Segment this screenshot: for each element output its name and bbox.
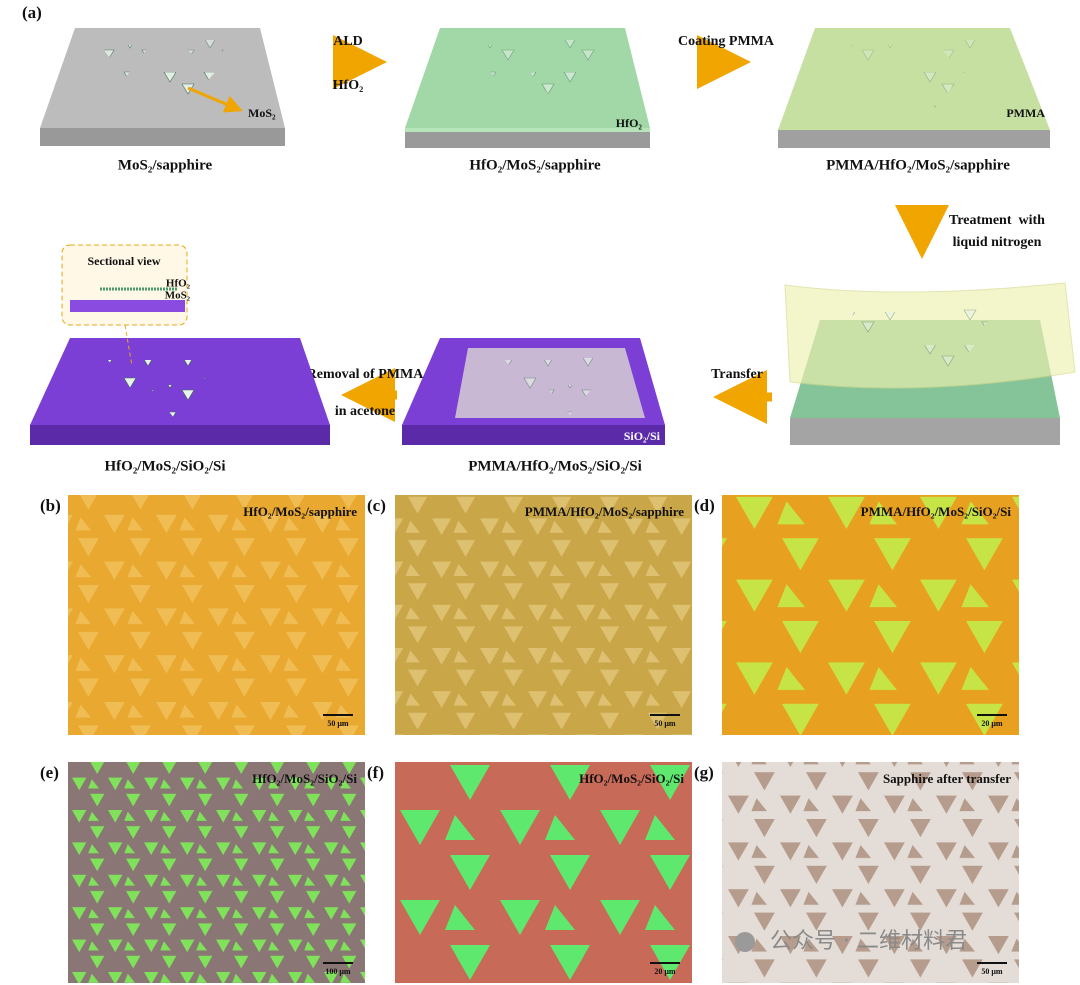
scale-label: 100 μm: [325, 967, 351, 976]
layer-label: MoS₂: [165, 290, 191, 302]
panel-label: (g): [694, 763, 714, 782]
slab-hfo2: [405, 28, 650, 148]
layer-label: SiO₂/Si: [624, 429, 661, 443]
micrograph-title: HfO₂/MoS₂/SiO₂/Si: [252, 771, 357, 786]
panel-label: (b): [40, 496, 61, 515]
step-caption: PMMA/HfO₂/MoS₂/sapphire: [826, 157, 1010, 173]
panel-label: (a): [22, 3, 42, 22]
step-caption: HfO₂/MoS₂/SiO₂/Si: [104, 458, 225, 474]
slab-final: [30, 244, 330, 445]
micrograph-texture: [68, 495, 365, 735]
arrow-text: Coating PMMA: [678, 34, 775, 49]
watermark: 公众号 · 二维材料君: [770, 929, 967, 954]
micrograph-texture: [722, 762, 1019, 983]
micrograph-title: PMMA/HfO₂/MoS₂/sapphire: [525, 504, 684, 519]
micrograph-texture: [68, 762, 365, 983]
step-caption: PMMA/HfO₂/MoS₂/SiO₂/Si: [468, 458, 642, 474]
layer-label: HfO₂: [166, 278, 191, 290]
micrographs: (b) HfO₂/MoS₂/sapphire 50 μm (c) PMMA/HfO₂/M…: [40, 495, 1019, 983]
step-caption: MoS₂/sapphire: [118, 157, 213, 173]
arrow-text: Removal of PMMA: [307, 367, 425, 382]
slab-sapphire: [40, 28, 285, 146]
panel-label: (f): [367, 763, 384, 782]
watermark-icon: [735, 932, 755, 952]
micrograph-title: Sapphire after transfer: [883, 771, 1011, 786]
layer-label: PMMA: [1006, 106, 1045, 120]
step-caption: HfO₂/MoS₂/sapphire: [469, 157, 601, 173]
micrograph-texture: [395, 762, 692, 983]
arrow-text: Treatment with: [949, 213, 1045, 228]
slab-sio2: [402, 338, 665, 445]
arrow-text: ALD: [333, 34, 363, 49]
scale-label: 50 μm: [654, 719, 676, 728]
sectional-title: Sectional view: [88, 254, 161, 268]
panel-label: (d): [694, 496, 715, 515]
arrow-text: in acetone: [335, 404, 395, 419]
scale-label: 20 μm: [981, 719, 1003, 728]
panel-label: (e): [40, 763, 59, 782]
micrograph-title: PMMA/HfO₂/MoS₂/SiO₂/Si: [861, 504, 1012, 519]
micrograph-texture: [722, 495, 1019, 735]
slab-pmma: [778, 28, 1050, 148]
arrow-text: Transfer: [711, 367, 763, 382]
micrograph-title: HfO₂/MoS₂/sapphire: [243, 504, 357, 519]
arrow-text: HfO₂: [333, 78, 364, 93]
layer-label: MoS₂: [248, 106, 276, 120]
scale-label: 50 μm: [981, 967, 1003, 976]
micrograph-title: HfO₂/MoS₂/SiO₂/Si: [579, 771, 684, 786]
layer-label: HfO₂: [616, 116, 643, 130]
scale-label: 50 μm: [327, 719, 349, 728]
slab-peeling: [784, 282, 1076, 445]
micrograph-texture: [395, 495, 692, 735]
scale-label: 20 μm: [654, 967, 676, 976]
panel-label: (c): [367, 496, 386, 515]
arrow-text: liquid nitrogen: [953, 235, 1042, 250]
